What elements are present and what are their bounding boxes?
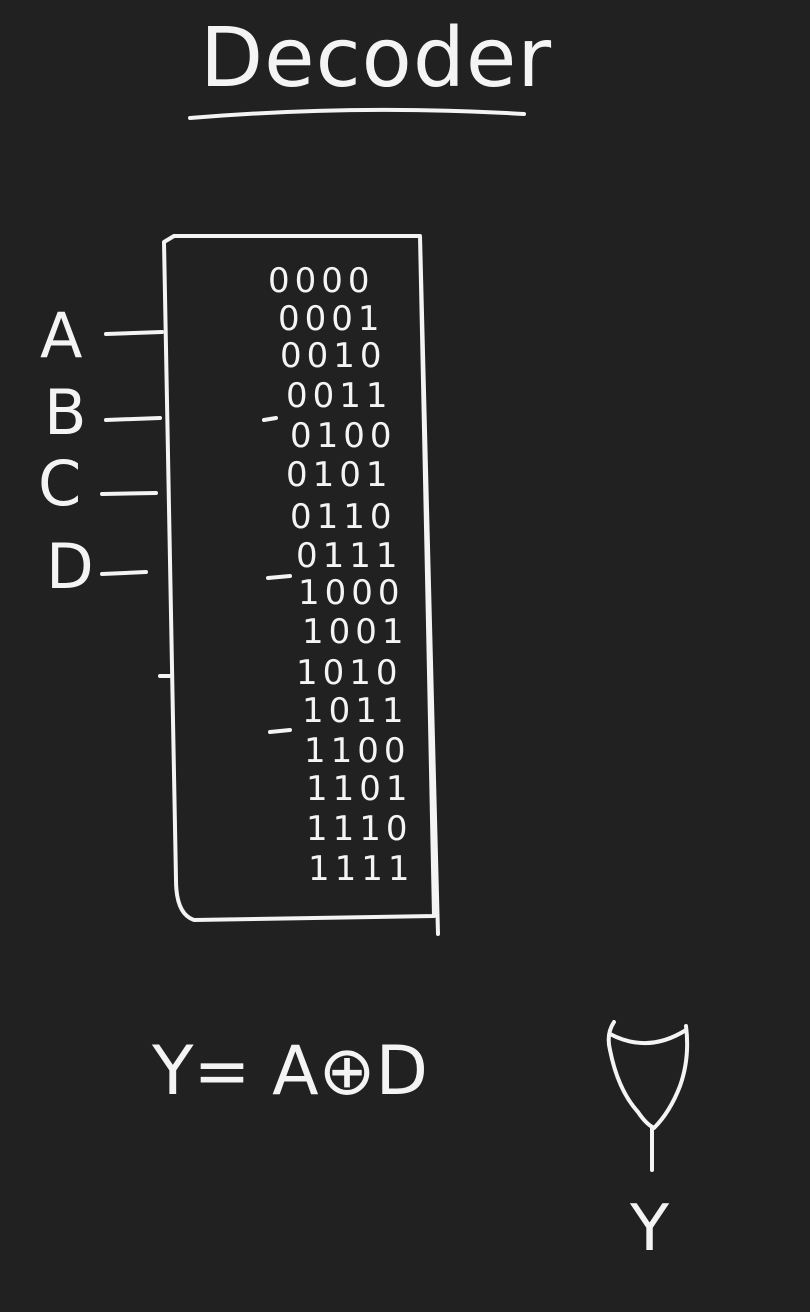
row-marker xyxy=(262,416,278,422)
output-row: 1001 xyxy=(302,612,409,652)
output-row: 0101 xyxy=(286,455,393,495)
input-label-c: C xyxy=(38,447,81,520)
output-row: 1100 xyxy=(304,731,411,771)
decoder-box xyxy=(162,234,440,936)
input-wire-d xyxy=(100,570,148,576)
logic-gate-symbol xyxy=(606,1020,690,1130)
output-row: 0001 xyxy=(278,299,385,339)
input-label-a: A xyxy=(40,299,82,372)
input-label-d: D xyxy=(46,530,94,603)
output-label-y: Y xyxy=(629,1192,670,1266)
output-row: 0010 xyxy=(280,336,387,376)
output-row: 0000 xyxy=(268,261,375,301)
output-row: 0110 xyxy=(290,497,397,537)
output-row: 1010 xyxy=(296,653,403,693)
output-row: 1101 xyxy=(306,769,413,809)
input-wire-b xyxy=(104,416,162,422)
output-equation: Y= A⊕D xyxy=(151,1032,428,1111)
output-row: 1011 xyxy=(302,691,409,731)
output-row: 1000 xyxy=(298,573,405,613)
output-rows: 0000 0001 0010 0011 0100 0101 0110 0111 … xyxy=(268,261,415,889)
diagram-title: Decoder xyxy=(200,11,552,106)
output-row: 1111 xyxy=(308,849,415,889)
title-underline xyxy=(188,107,526,120)
output-row: 0111 xyxy=(296,536,403,576)
output-row: 1110 xyxy=(306,809,413,849)
input-wire-a xyxy=(104,330,164,336)
input-wire-c xyxy=(100,491,158,496)
output-row: 0100 xyxy=(290,416,397,456)
row-marker xyxy=(268,728,292,734)
row-marker xyxy=(266,574,292,580)
output-row: 0011 xyxy=(286,376,393,416)
input-label-b: B xyxy=(44,376,87,449)
